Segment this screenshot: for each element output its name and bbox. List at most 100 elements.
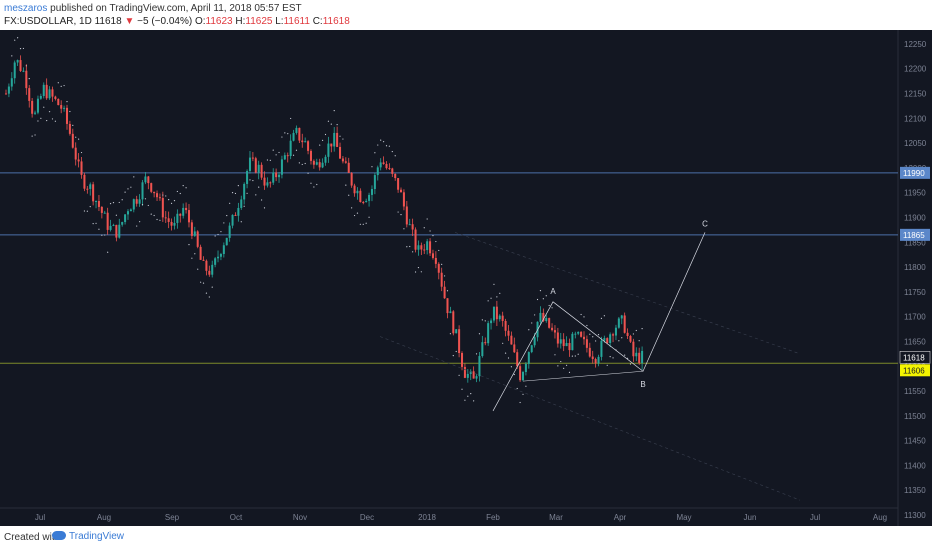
sar-dot <box>272 149 274 151</box>
sar-dot <box>586 324 588 327</box>
candle-body <box>83 174 86 189</box>
sar-dot <box>359 223 361 225</box>
candle-body <box>275 172 278 178</box>
candle-body <box>54 96 57 99</box>
candle-body <box>34 112 37 114</box>
sar-dot <box>170 202 173 204</box>
candle-body <box>283 155 286 160</box>
change-value: −5 (−0.04%) <box>137 16 193 27</box>
sar-dot <box>545 295 547 297</box>
sar-dot <box>624 354 626 356</box>
sar-dot <box>188 244 190 246</box>
candle-body <box>524 363 527 372</box>
candle-body <box>362 201 365 203</box>
sar-dot <box>557 365 559 367</box>
price-chart[interactable]: 1225012200121501210012050120001195011900… <box>0 30 932 526</box>
high-value: 11625 <box>245 16 273 27</box>
sar-dot <box>159 219 161 221</box>
candle-body <box>446 298 449 314</box>
candle-body <box>205 260 208 271</box>
footer: Created with TradingView <box>0 526 932 550</box>
candle-body <box>551 327 554 331</box>
low-value: 11611 <box>283 16 310 27</box>
sar-dot <box>519 401 521 404</box>
sar-dot <box>319 144 321 146</box>
candle-body <box>388 168 391 170</box>
sar-dot <box>539 290 542 292</box>
sar-dot <box>109 202 112 205</box>
candle-body <box>623 315 626 333</box>
sar-dot <box>513 373 515 376</box>
sar-dot <box>162 194 164 196</box>
author-link[interactable]: meszaros <box>4 3 48 14</box>
sar-dot <box>638 340 640 342</box>
candle-body <box>400 189 403 193</box>
candle-body <box>240 199 243 208</box>
candle-body <box>556 332 559 344</box>
sar-dot <box>234 192 237 195</box>
sar-dot <box>307 172 309 174</box>
candle-body <box>237 207 240 216</box>
sar-dot <box>22 47 25 50</box>
candle-body <box>77 159 80 162</box>
sar-dot <box>147 204 149 207</box>
sar-dot <box>577 353 579 355</box>
tradingview-logo[interactable]: TradingView <box>52 531 124 542</box>
sar-dot <box>63 84 65 87</box>
wave-label-a: A <box>550 287 556 296</box>
sar-dot <box>565 364 568 366</box>
candle-body <box>539 312 542 322</box>
last-value: 11618 <box>94 16 122 27</box>
x-tick-label: Jul <box>810 513 820 522</box>
sar-dot <box>92 223 94 225</box>
candle-body <box>158 197 161 199</box>
candle-body <box>95 201 98 203</box>
sar-dot <box>37 120 39 122</box>
candle-body <box>475 376 478 379</box>
sar-dot <box>278 151 280 154</box>
sar-dot <box>168 199 170 201</box>
candle-body <box>109 225 112 230</box>
candle-body <box>68 123 71 134</box>
candle-body <box>234 214 237 216</box>
candle-body <box>466 373 469 378</box>
sar-dot <box>609 356 611 358</box>
sar-dot <box>583 316 585 318</box>
x-tick-label: Aug <box>873 513 887 522</box>
candle-body <box>353 185 356 194</box>
sar-dot <box>246 192 248 194</box>
ohlc-legend: FX:USDOLLAR, 1D 11618 ▼ −5 (−0.04%) O:11… <box>4 16 350 27</box>
candle-body <box>25 70 28 89</box>
candle-body <box>405 206 408 225</box>
sar-dot <box>435 240 437 243</box>
sar-dot <box>205 292 208 294</box>
x-tick-label: Jul <box>35 513 45 522</box>
sar-dot <box>345 184 347 186</box>
sar-dot <box>629 363 632 365</box>
low-label: L: <box>275 16 284 27</box>
candle-body <box>153 191 156 194</box>
candle-body <box>429 241 432 254</box>
candle-body <box>295 127 298 133</box>
chart-area[interactable]: 1225012200121501210012050120001195011900… <box>0 30 932 526</box>
candle-body <box>132 199 135 210</box>
candle-body <box>423 249 426 251</box>
candle-body <box>417 245 420 250</box>
candle-body <box>161 197 164 218</box>
candle-body <box>426 241 429 251</box>
sar-dot <box>597 333 600 336</box>
sar-dot <box>313 186 315 188</box>
sar-dot <box>139 221 141 223</box>
y-tick-label: 12100 <box>904 114 927 123</box>
candle-body <box>214 258 217 265</box>
sar-dot <box>374 152 376 154</box>
sar-dot <box>310 182 312 184</box>
candle-body <box>266 182 269 186</box>
sar-dot <box>243 205 245 207</box>
candle-body <box>620 315 623 319</box>
sar-dot <box>525 385 527 387</box>
candle-body <box>603 338 606 341</box>
sar-dot <box>287 133 289 135</box>
y-tick-label: 11350 <box>904 486 926 495</box>
candle-body <box>341 158 344 162</box>
